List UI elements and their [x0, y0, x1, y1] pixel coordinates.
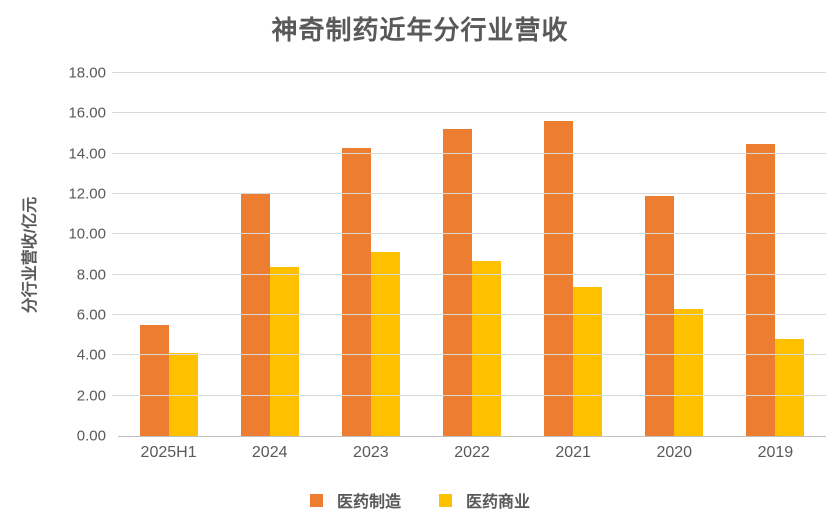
bar-series2-2023: [370, 252, 400, 436]
legend-label: 医药商业: [466, 494, 531, 511]
y-tick-label: 6.00: [76, 306, 106, 324]
x-tick-label-2022: 2022: [454, 444, 490, 461]
gridline: [112, 233, 826, 235]
bar-series1-2019: [746, 143, 776, 436]
bar-group-2022: [421, 73, 522, 436]
y-tick-label: 16.00: [68, 104, 106, 122]
y-tick-label: 18.00: [68, 64, 106, 82]
y-axis-ticks: 0.00 2.00 4.00 6.00 8.00 10.00 12.00 14.00 16.00…: [36, 66, 106, 444]
bar-group-2021: [523, 73, 624, 436]
bar-group-2025H1: [118, 73, 219, 436]
bar-series2-2020: [674, 308, 704, 436]
gridline: [112, 193, 826, 194]
x-tick-label-2025H1: 2025H1: [140, 444, 197, 461]
gridline: [112, 152, 826, 154]
y-tick-label: 2.00: [76, 387, 106, 405]
bar-series2-2022: [471, 260, 501, 436]
gridline: [112, 354, 826, 356]
bar-group-2024: [219, 73, 320, 436]
x-tick-label-2023: 2023: [353, 444, 389, 461]
gridline: [112, 394, 826, 396]
legend-swatch-icon: [309, 493, 323, 507]
bar-series1-2025H1: [139, 325, 169, 436]
bar-series1-2024: [240, 194, 270, 436]
bar-series2-2024: [269, 266, 299, 436]
y-tick-label: 14.00: [68, 145, 106, 163]
x-tick-label-2020: 2020: [656, 444, 693, 461]
gridline: [112, 314, 826, 315]
chart-title: 神奇制药近年分行业营收: [271, 15, 569, 45]
bars-row: [118, 73, 826, 436]
bar-series1-2023: [341, 147, 371, 436]
gridline: [112, 112, 826, 114]
y-tick-label: 10.00: [68, 225, 106, 243]
legend: 医药制造 医药商业: [0, 488, 840, 512]
x-tick-label-2019: 2019: [757, 444, 794, 461]
y-tick-label: 0.00: [76, 427, 106, 445]
x-tick-label-2024: 2024: [251, 444, 288, 461]
x-axis-labels: 2025H1 2024 2023 2022 2021 2020 2019: [118, 444, 826, 462]
legend-item-series1: 医药制造: [309, 488, 401, 512]
y-tick-label: 4.00: [76, 346, 106, 364]
legend-swatch-icon: [439, 493, 452, 507]
bar-series1-2021: [544, 121, 574, 436]
legend-label: 医药制造: [336, 494, 401, 511]
bar-series2-2025H1: [168, 353, 198, 436]
bar-group-2023: [320, 73, 421, 436]
bar-series1-2022: [442, 129, 472, 436]
bar-series1-2020: [645, 196, 675, 436]
plot-area: [112, 72, 826, 437]
y-tick-label: 8.00: [76, 266, 106, 284]
legend-item-series2: 医药商业: [439, 488, 530, 512]
bar-group-2019: [725, 73, 826, 436]
bar-group-2020: [624, 73, 725, 436]
gridline: [112, 72, 826, 73]
gridline: [112, 273, 826, 275]
bar-series2-2021: [573, 286, 603, 436]
x-tick-label-2021: 2021: [555, 444, 591, 461]
y-tick-label: 12.00: [68, 185, 106, 203]
